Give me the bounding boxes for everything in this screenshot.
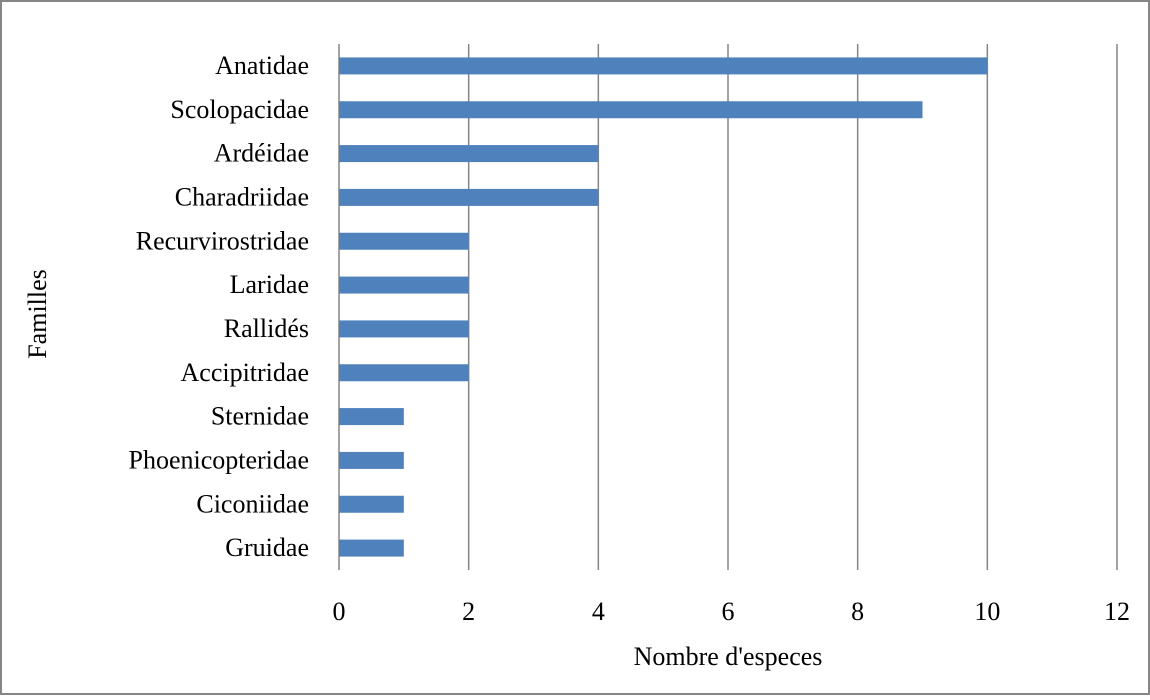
bar-scolopacidae (339, 101, 923, 119)
bar-rallidés (339, 320, 469, 338)
category-label: Anatidae (215, 51, 309, 80)
x-tick-label: 10 (974, 597, 1000, 626)
category-label: Laridae (230, 270, 309, 299)
y-axis-title: Familles (23, 269, 52, 359)
gridlines (338, 44, 1118, 570)
bar-sternidae (339, 408, 404, 426)
bar-laridae (339, 276, 469, 294)
category-label: Scolopacidae (170, 95, 309, 124)
category-label: Accipitridae (181, 358, 310, 387)
bar-ardéidae (339, 145, 599, 163)
category-label: Ciconiidae (196, 489, 309, 518)
bar-ciconiidae (339, 495, 404, 513)
category-label: Charadriidae (175, 182, 309, 211)
x-axis-title: Nombre d'especes (634, 642, 823, 671)
x-tick-label: 6 (722, 597, 735, 626)
bar-accipitridae (339, 364, 469, 382)
category-label: Phoenicopteridae (129, 445, 310, 474)
category-labels: Anatidae Scolopacidae Ardéidae Charadriidae… (129, 51, 310, 562)
bar-anatidae (339, 57, 988, 75)
x-tick-labels: 0 2 4 6 8 10 12 (333, 597, 1131, 626)
x-tick-label: 2 (462, 597, 475, 626)
category-label: Recurvirostridae (136, 226, 309, 255)
category-label: Gruidae (225, 533, 309, 562)
category-label: Rallidés (224, 314, 309, 343)
category-label: Ardéidae (214, 139, 309, 168)
bar-charadriidae (339, 188, 599, 206)
bar-recurvirostridae (339, 232, 469, 250)
bar-gruidae (339, 539, 404, 557)
bars (339, 57, 988, 557)
bar-phoenicopteridae (339, 451, 404, 469)
x-tick-label: 8 (851, 597, 864, 626)
x-tick-label: 12 (1104, 597, 1130, 626)
x-tick-label: 0 (333, 597, 346, 626)
x-tick-label: 4 (592, 597, 605, 626)
category-label: Sternidae (211, 402, 309, 431)
